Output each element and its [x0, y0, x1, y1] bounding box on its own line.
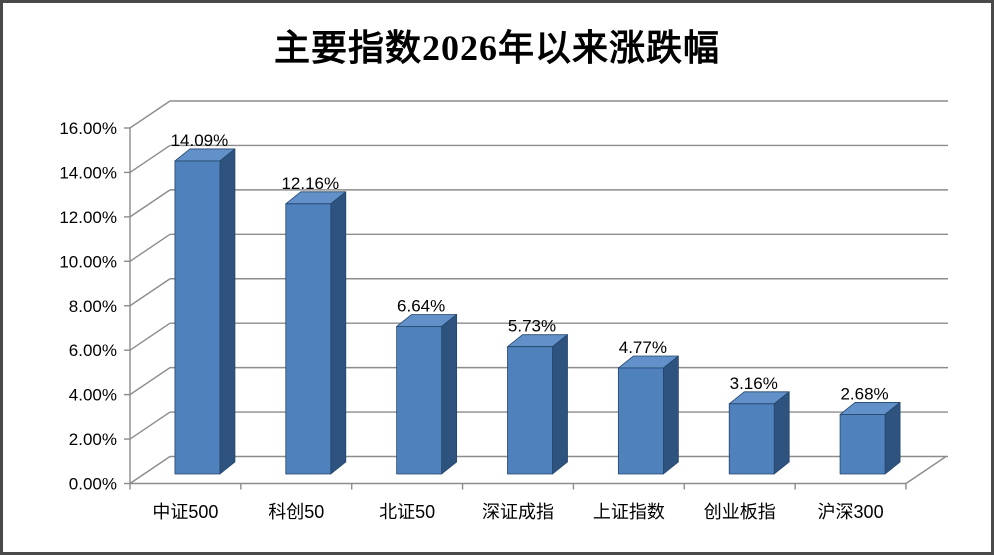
y-tick-label: 12.00%: [59, 208, 117, 227]
x-category-label: 深证成指: [482, 502, 554, 522]
bar-front-face: [839, 414, 886, 475]
x-category-label: 沪深300: [818, 502, 884, 522]
data-label: 5.73%: [508, 317, 556, 336]
bar-side-face: [773, 391, 790, 475]
bar-front-face: [728, 403, 775, 475]
x-category-label: 上证指数: [593, 502, 665, 522]
depth-connector-line: [129, 278, 171, 307]
x-category-label: 中证500: [152, 502, 218, 522]
chart-title: 主要指数2026年以来涨跌幅: [273, 28, 720, 68]
y-tick-label: 8.00%: [69, 297, 117, 316]
bar-front-face: [285, 203, 332, 475]
y-tick-label: 6.00%: [69, 341, 117, 360]
data-label: 3.16%: [730, 374, 778, 393]
bar-side-face: [330, 191, 347, 475]
data-label: 6.64%: [397, 296, 445, 315]
bar-side-face: [441, 314, 458, 475]
depth-connector-line: [129, 100, 171, 129]
bar-side-face: [662, 355, 679, 475]
bar-front-face: [507, 346, 553, 475]
y-tick-label: 4.00%: [69, 386, 117, 405]
y-tick-label: 10.00%: [59, 252, 117, 271]
bar-side-face: [219, 148, 236, 475]
depth-connector-line: [129, 322, 171, 351]
y-tick-label: 0.00%: [69, 475, 117, 494]
data-label: 2.68%: [840, 384, 888, 403]
depth-connector-line: [129, 233, 171, 262]
floor-right-edge: [905, 455, 947, 485]
bar-front-face: [617, 367, 664, 475]
depth-connector-line: [129, 411, 171, 440]
depth-connector-line: [129, 189, 171, 218]
data-label: 4.77%: [619, 338, 667, 357]
depth-connector-line: [129, 367, 171, 396]
depth-connector-line: [129, 455, 171, 485]
data-label: 12.16%: [281, 174, 339, 193]
bar-side-face: [552, 334, 568, 475]
bar-front-face: [396, 326, 443, 475]
y-tick-label: 2.00%: [69, 430, 117, 449]
bar-side-face: [884, 402, 901, 475]
data-label: 14.09%: [171, 131, 229, 150]
depth-connector-line: [129, 144, 171, 174]
plot-area: 0.00% 2.00% 4.00% 6.00% 8.00% 10.00% 12.00% 14.…: [59, 100, 948, 522]
x-category-label: 创业板指: [704, 502, 776, 522]
bar-front-face: [174, 160, 221, 475]
x-category-label: 科创50: [268, 502, 324, 522]
y-tick-label: 14.00%: [59, 163, 117, 182]
x-category-label: 北证50: [379, 502, 435, 522]
y-tick-label: 16.00%: [59, 119, 117, 138]
